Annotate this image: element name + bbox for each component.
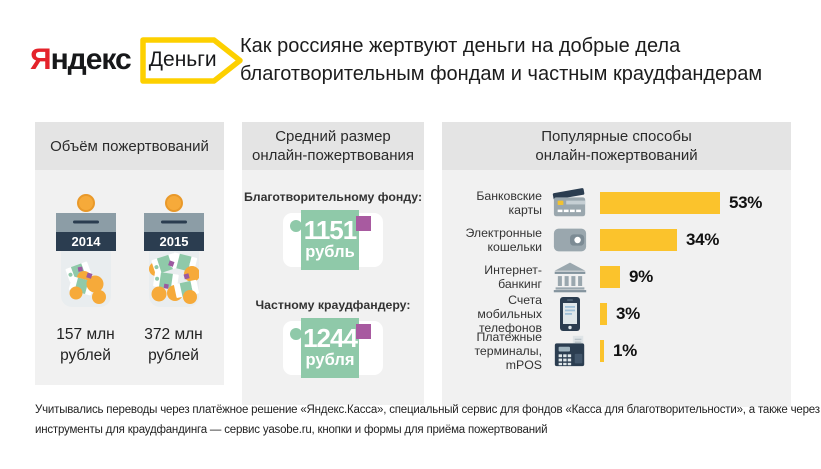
banknote-amount: 1151 рубль bbox=[301, 210, 359, 270]
money-tag-arrow-icon bbox=[139, 36, 243, 84]
banknote-purple-square bbox=[356, 324, 371, 339]
coin-icon bbox=[164, 194, 183, 212]
jar-year-label: 2015 bbox=[159, 234, 188, 249]
method-label: Интернет- банкинг bbox=[484, 263, 542, 291]
internet-banking-icon bbox=[552, 259, 588, 295]
method-row-e-wallets: Электронные кошельки 34% bbox=[442, 226, 791, 254]
title-line-2: благотворительным фондам и частным крауд… bbox=[240, 62, 763, 85]
method-bar bbox=[600, 303, 607, 325]
yandex-logo-first-letter: Я bbox=[30, 43, 52, 76]
method-bar bbox=[600, 266, 620, 288]
crowdfunder-label: Частному краудфандеру: bbox=[255, 298, 411, 312]
money-tag-label: Деньги bbox=[148, 48, 217, 71]
footnote-line-2: инструменты для краудфандинга — сервис y… bbox=[35, 423, 548, 436]
panel-average-donation-body: Благотворительному фонду: 1151 рубль Час… bbox=[242, 170, 424, 405]
donation-jar-2014: 2014 bbox=[54, 194, 118, 366]
method-row-internet-banking: Интернет- банкинг 9% bbox=[442, 262, 791, 293]
money-tag: Деньги bbox=[139, 36, 244, 84]
donation-jar-icon: 2014 bbox=[55, 194, 116, 307]
panel-payment-methods-header: Популярные способы онлайн-пожертвований bbox=[442, 122, 791, 170]
payment-terminal-icon bbox=[552, 333, 588, 369]
title-line-1: Как россияне жертвуют деньги на добрые д… bbox=[240, 35, 681, 57]
panel-donation-volume-header: Объём пожертвований bbox=[35, 122, 224, 170]
jar-contents bbox=[65, 261, 106, 304]
panel-payment-methods-body: Банковские карты 53% Элек bbox=[442, 170, 791, 407]
donation-jar-2015: 2015 bbox=[142, 194, 206, 366]
banknote-dot bbox=[290, 328, 302, 340]
method-percent: 53% bbox=[729, 193, 763, 212]
donation-jar-icon: 2015 bbox=[143, 194, 204, 307]
panel-donation-volume: Объём пожертвований 2014 bbox=[35, 122, 224, 385]
jar-amount: 372 млн рублей bbox=[144, 326, 203, 364]
jar-contents bbox=[148, 252, 199, 304]
footnote-line-1: Учитывались переводы через платёжное реш… bbox=[35, 404, 820, 416]
method-bar bbox=[600, 192, 720, 214]
banknote-crowdfunder: 1244 рубля bbox=[283, 318, 383, 378]
yandex-logo-text: Яндекс bbox=[30, 43, 132, 76]
banknote-amount: 1244 рубля bbox=[301, 318, 359, 378]
panel-average-donation: Средний размер онлайн-пожертвования Благ… bbox=[242, 122, 424, 405]
method-percent: 34% bbox=[686, 230, 720, 249]
method-bar bbox=[600, 340, 604, 362]
footnote: Учитывались переводы через платёжное реш… bbox=[35, 401, 820, 440]
panel-average-donation-header: Средний размер онлайн-пожертвования bbox=[242, 122, 424, 170]
charity-fund-label: Благотворительному фонду: bbox=[243, 190, 423, 204]
yandex-logo-rest: ндекс bbox=[50, 43, 132, 76]
method-label: Счета мобильных телефонов bbox=[477, 293, 542, 335]
method-row-mobile-accounts: Счета мобильных телефонов 3% bbox=[442, 293, 791, 335]
method-percent: 3% bbox=[616, 304, 640, 323]
panel-donation-volume-body: 2014 bbox=[35, 170, 224, 385]
method-percent: 9% bbox=[629, 267, 653, 286]
coin-icon bbox=[76, 194, 95, 212]
banknote-purple-square bbox=[356, 216, 371, 231]
bank-card-icon bbox=[552, 185, 588, 221]
jar-year-label: 2014 bbox=[71, 234, 101, 249]
method-row-payment-terminals: Платежные терминалы, mPOS bbox=[442, 330, 791, 372]
panel-volume-title: Объём пожертвований bbox=[50, 137, 209, 155]
banknote-charity: 1151 рубль bbox=[283, 210, 383, 270]
method-label: Платежные терминалы, mPOS bbox=[474, 330, 542, 372]
method-percent: 1% bbox=[613, 341, 637, 360]
method-label: Электронные кошельки bbox=[465, 226, 542, 254]
banknote-dot bbox=[290, 220, 302, 232]
panel-payment-methods: Популярные способы онлайн-пожертвований … bbox=[442, 122, 791, 407]
method-row-bank-cards: Банковские карты 53% bbox=[442, 188, 791, 217]
method-bar bbox=[600, 229, 677, 251]
method-label: Банковские карты bbox=[476, 189, 542, 217]
infographic-title: Как россияне жертвуют деньги на добрые д… bbox=[240, 33, 762, 88]
yandex-money-logo: Яндекс Деньги bbox=[30, 36, 244, 84]
jar-amount: 157 млн рублей bbox=[56, 326, 115, 364]
mobile-phone-icon bbox=[552, 296, 588, 332]
e-wallet-icon bbox=[552, 222, 588, 258]
